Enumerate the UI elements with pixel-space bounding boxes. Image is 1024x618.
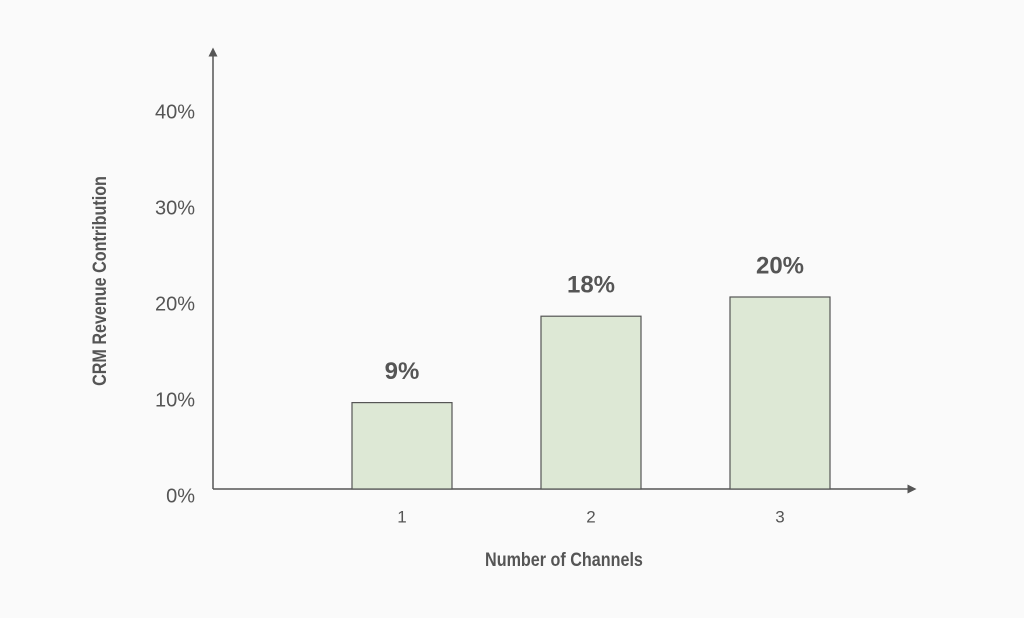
y-tick-label: 0% <box>166 485 195 507</box>
bar <box>729 296 831 490</box>
x-tick-label: 3 <box>775 507 784 526</box>
x-axis-title: Number of Channels <box>485 549 643 571</box>
y-tick-label: 30% <box>155 197 195 219</box>
x-tick-label: 1 <box>397 507 406 526</box>
bar <box>351 402 453 490</box>
bar <box>540 315 642 490</box>
y-axis-title: CRM Revenue Contribution <box>89 176 111 386</box>
x-tick-label: 2 <box>586 507 595 526</box>
value-label: 20% <box>756 252 804 279</box>
y-tick-label: 20% <box>155 293 195 315</box>
y-tick-label: 10% <box>155 389 195 411</box>
value-label: 9% <box>385 358 420 385</box>
y-tick-label: 40% <box>155 101 195 123</box>
value-label: 18% <box>567 272 615 299</box>
